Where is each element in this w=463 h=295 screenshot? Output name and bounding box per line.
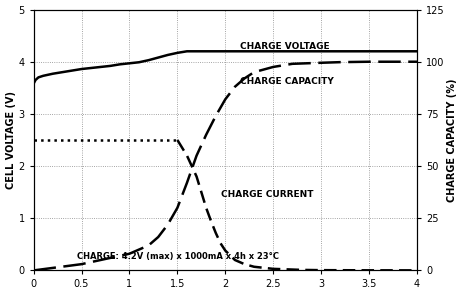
Text: CHARGE CAPACITY: CHARGE CAPACITY <box>240 77 333 86</box>
Y-axis label: CHARGE CAPACITY (%): CHARGE CAPACITY (%) <box>447 78 457 202</box>
Y-axis label: CELL VOLTAGE (V): CELL VOLTAGE (V) <box>6 91 16 189</box>
Text: CHARGE CURRENT: CHARGE CURRENT <box>220 190 313 199</box>
Text: CHARGE VOLTAGE: CHARGE VOLTAGE <box>240 42 329 50</box>
Text: CHARGE: 4.2V (max) x 1000mA x 4h x 23°C: CHARGE: 4.2V (max) x 1000mA x 4h x 23°C <box>77 252 279 261</box>
